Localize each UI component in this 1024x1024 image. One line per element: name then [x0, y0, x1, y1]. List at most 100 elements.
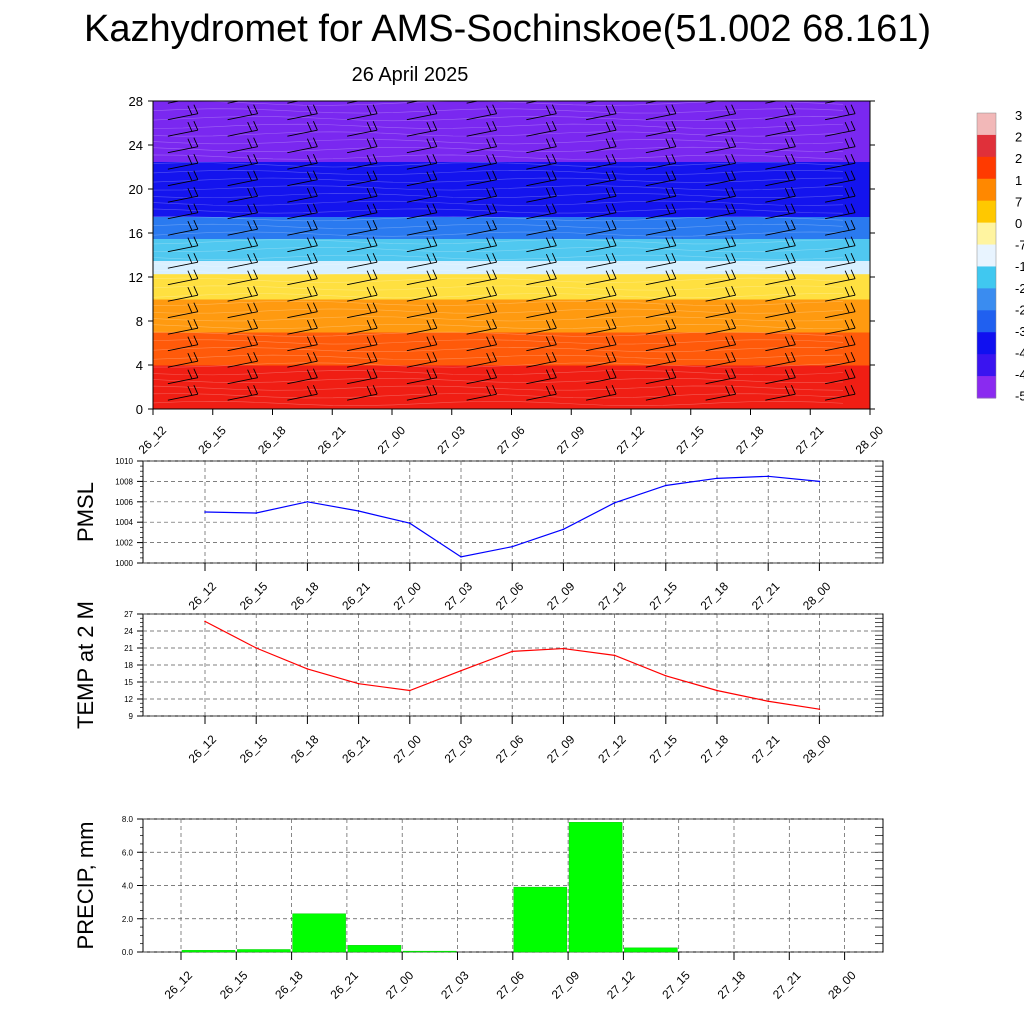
wind-barb	[645, 319, 677, 335]
wind-barb	[825, 187, 856, 203]
wind-barb	[347, 335, 378, 352]
colorbar-swatch	[977, 376, 996, 399]
colorbar-frame	[976, 112, 997, 399]
x-tick-label: 27_09	[549, 968, 583, 1002]
wind-barb	[287, 154, 318, 170]
wind-barb	[526, 335, 557, 352]
temp2m-ylabel: TEMP at 2 M	[73, 601, 98, 729]
colorbar-swatch	[977, 288, 996, 311]
wind-barb	[645, 385, 677, 401]
x-tick-label: 26_12	[136, 423, 170, 457]
wind-barb	[645, 236, 677, 253]
x-tick-label: 28_00	[800, 732, 834, 766]
contour-line	[153, 370, 844, 376]
wind-barb	[526, 154, 557, 170]
temp2m-point	[613, 654, 616, 657]
section-band	[153, 216, 870, 239]
wind-barb	[765, 137, 796, 154]
wind-barb	[765, 302, 796, 319]
wind-barb	[227, 137, 259, 154]
wind-barb	[705, 385, 737, 401]
y-tick-label: 1008	[115, 477, 133, 486]
x-tick-label: 27_12	[595, 732, 629, 766]
x-tick-label: 27_00	[390, 579, 424, 613]
y-tick-label: 18	[124, 661, 133, 670]
wind-barb	[705, 352, 737, 368]
wind-barb	[406, 170, 438, 187]
wind-barb	[586, 137, 617, 154]
wind-barb	[406, 220, 438, 236]
wind-barb	[466, 137, 498, 154]
wind-barb	[765, 368, 796, 385]
wind-barb	[227, 368, 259, 385]
wind-barb	[287, 104, 318, 121]
wind-barb	[526, 302, 557, 319]
colorbar-label: -4	[1015, 367, 1024, 382]
x-tick-label: 27_00	[375, 423, 409, 457]
wind-barb	[167, 385, 199, 401]
wind-barb	[406, 137, 438, 154]
contour-line	[153, 339, 844, 345]
section-band	[153, 161, 870, 217]
x-tick-label: 26_18	[272, 968, 306, 1002]
wind-barb	[765, 335, 796, 352]
wind-barb	[526, 220, 557, 236]
x-tick-label: 27_06	[494, 423, 528, 457]
wind-barb	[765, 269, 796, 286]
contour-line	[153, 270, 844, 276]
wind-barb	[287, 368, 318, 385]
wind-barb	[586, 368, 617, 385]
x-tick-label: 27_03	[442, 732, 476, 766]
section-fill	[153, 101, 870, 409]
y-tick-label: 27	[124, 610, 133, 619]
x-tick-label: 27_15	[646, 732, 680, 766]
wind-barb	[347, 385, 378, 401]
wind-barb	[466, 101, 480, 104]
contour-line	[153, 216, 844, 222]
wind-barb	[466, 154, 498, 170]
wind-barb	[765, 352, 796, 368]
wind-barb	[645, 220, 677, 236]
colorbar-swatch	[977, 310, 996, 333]
x-tick-label: 27_15	[646, 579, 680, 613]
precip-bar	[292, 913, 346, 953]
temp2m-point	[511, 650, 513, 653]
wind-barb	[705, 220, 737, 236]
wind-barb	[406, 121, 438, 137]
colorbar-swatch	[977, 354, 996, 377]
wind-barb	[825, 104, 856, 121]
wind-barb	[705, 101, 719, 104]
wind-barb	[526, 236, 557, 253]
x-tick-label: 27_15	[673, 423, 707, 457]
wind-barb	[347, 236, 378, 253]
wind-barb	[765, 236, 796, 253]
colorbar-swatch	[977, 332, 996, 355]
wind-barb	[526, 104, 557, 121]
pmsl-point	[716, 477, 718, 480]
wind-barb	[765, 154, 796, 170]
wind-barb	[705, 319, 737, 335]
contour-line	[153, 123, 844, 129]
wind-barb	[167, 137, 199, 154]
wind-barb	[526, 187, 557, 203]
precip-panel: 0.0 2.0 4.0 6.0 8.0 26_12 26_15 26_18 26_21 27_00…	[73, 815, 884, 1002]
wind-barb	[765, 319, 796, 335]
pmsl-ylabel: PMSL	[73, 482, 98, 542]
wind-barb	[167, 187, 199, 203]
y-tick-label: 4	[136, 358, 143, 373]
contour-line	[153, 377, 844, 383]
x-tick-label: 27_18	[733, 423, 767, 457]
wind-barb	[825, 121, 856, 137]
wind-barb	[287, 220, 318, 236]
wind-barb	[765, 385, 796, 401]
temp2m-point	[818, 708, 821, 710]
wind-barb	[526, 269, 557, 286]
x-tick-label: 27_03	[434, 423, 468, 457]
colorbar-legend: 3 2 2 1 7 0 -7 -1 -2 -2 -3 -4 -4 -5	[976, 108, 1024, 404]
x-tick-label: 26_12	[186, 732, 220, 766]
wind-barb	[167, 319, 199, 335]
wind-barb	[347, 101, 361, 104]
wind-barb	[466, 302, 498, 319]
wind-barb	[227, 286, 259, 302]
